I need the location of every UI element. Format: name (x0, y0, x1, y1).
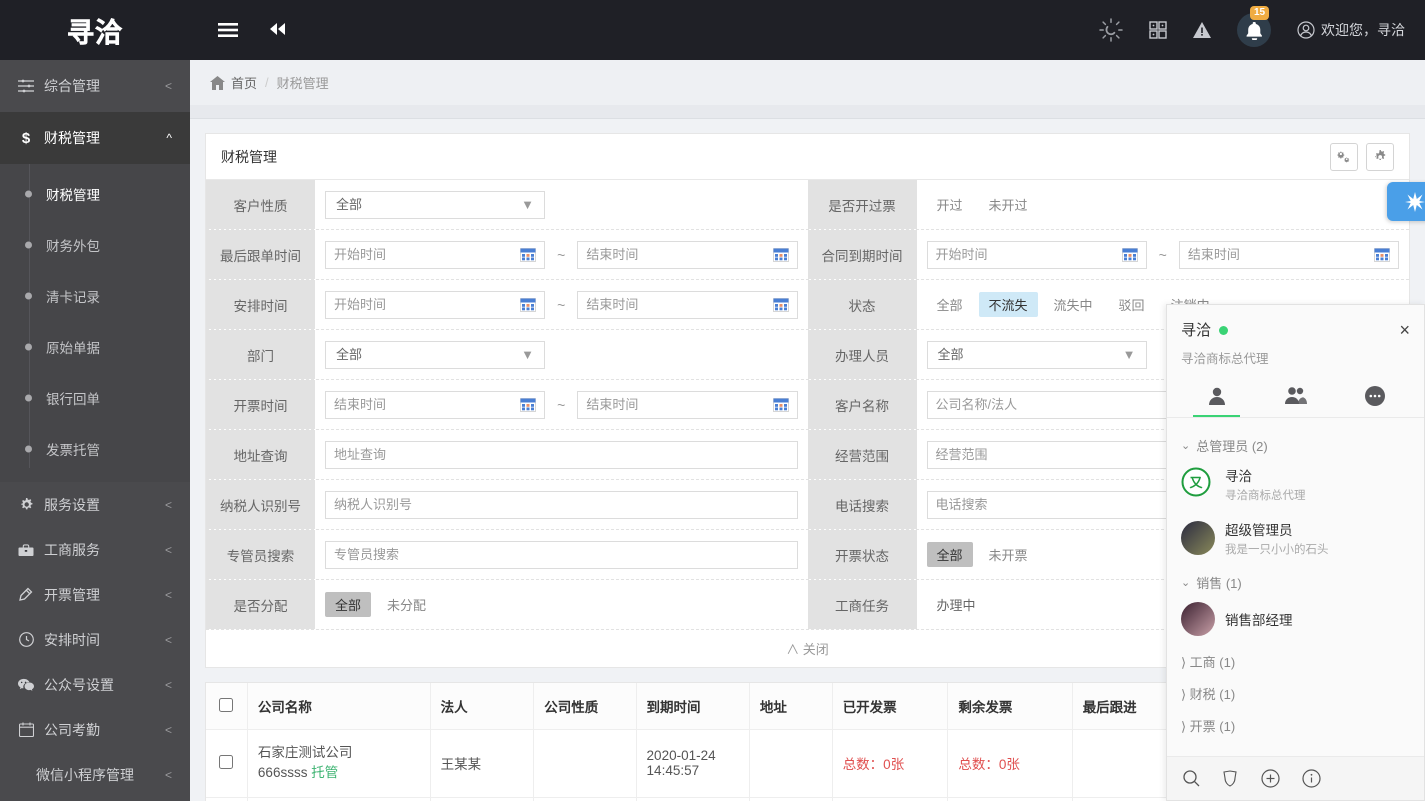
svg-text:又: 又 (1188, 475, 1203, 490)
